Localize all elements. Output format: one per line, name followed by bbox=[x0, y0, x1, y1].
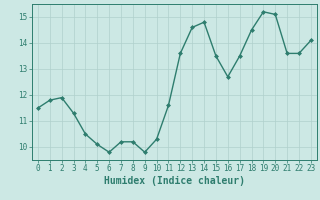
X-axis label: Humidex (Indice chaleur): Humidex (Indice chaleur) bbox=[104, 176, 245, 186]
